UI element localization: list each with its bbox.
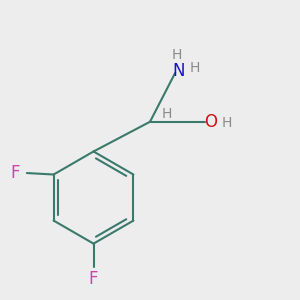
Text: H: H bbox=[162, 107, 172, 121]
Text: F: F bbox=[10, 164, 20, 182]
Text: O: O bbox=[204, 113, 218, 131]
Text: N: N bbox=[172, 62, 184, 80]
Text: H: H bbox=[172, 48, 182, 62]
Text: H: H bbox=[189, 61, 200, 75]
Text: H: H bbox=[222, 116, 232, 130]
Text: F: F bbox=[89, 270, 98, 288]
